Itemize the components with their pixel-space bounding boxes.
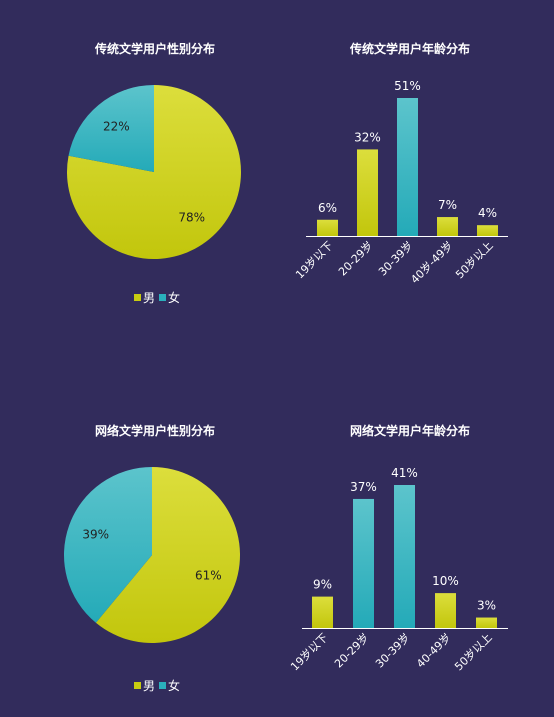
web-age-bars: 9% 19岁以下 37% 20-29岁 41% 30-39岁 10% 40-49岁 3% 50岁以… [287, 466, 508, 673]
web-gender-title: 网络文学用户性别分布 [94, 424, 215, 438]
bar-value-label: 3% [477, 599, 496, 613]
bar [394, 485, 415, 628]
trad-gender-legend: 男女 [40, 289, 270, 306]
bar [477, 225, 498, 236]
legend-male-swatch [133, 294, 141, 301]
bar [476, 617, 497, 628]
pie-slice-label: 78% [178, 211, 205, 225]
pie-slice-female [68, 85, 154, 172]
bar [397, 98, 418, 236]
web-gender-pie: 61% 39% [64, 467, 240, 643]
legend-female-swatch [159, 294, 166, 301]
legend-female-swatch [159, 682, 166, 689]
bar-value-label: 7% [438, 198, 457, 212]
trad-gender-pie: 78% 22% [66, 85, 241, 259]
bar-value-label: 37% [350, 480, 377, 494]
bar-value-label: 4% [478, 206, 497, 220]
legend-male-swatch [133, 682, 141, 689]
category-tick-label: 20-29岁 [335, 238, 375, 278]
pie-slice-male [66, 85, 241, 259]
category-tick-label: 20-29岁 [331, 630, 371, 670]
legend-male-label: 男 [142, 679, 155, 693]
bar [435, 593, 456, 628]
legend-female-label: 女 [168, 291, 181, 305]
bar [353, 498, 374, 628]
pie-slice-label: 22% [103, 119, 130, 133]
bar [312, 596, 333, 628]
bar [357, 149, 378, 236]
bar [317, 219, 338, 236]
pie-slice-male [95, 467, 240, 643]
bar-value-label: 51% [394, 79, 421, 93]
trad-age-title: 传统文学用户年龄分布 [349, 42, 470, 56]
category-tick-label: 50岁以上 [451, 630, 494, 673]
category-tick-label: 30-39岁 [372, 630, 412, 670]
category-tick-label: 50岁以上 [452, 238, 495, 281]
web-age-panel: 网络文学用户年龄分布 9% 19岁以下 37% 20-29岁 41% 30-39岁 10% 4… [287, 412, 530, 707]
web-age-title: 网络文学用户年龄分布 [349, 424, 470, 438]
category-tick-label: 40-49岁 [413, 630, 453, 670]
bar [437, 217, 458, 236]
legend-male-label: 男 [142, 291, 155, 305]
web-gender-panel: 网络文学用户性别分布 61% 39% 男女 [40, 412, 270, 707]
bar-value-label: 6% [318, 201, 337, 215]
legend-female-label: 女 [168, 679, 181, 693]
category-tick-label: 19岁以下 [287, 630, 330, 673]
category-tick-label: 40岁-49岁 [408, 238, 456, 286]
pie-slice-label: 61% [195, 568, 222, 582]
trad-age-bars: 6% 19岁以下 32% 20-29岁 51% 30-39岁 7% 40岁-49岁 4% 50岁以… [292, 79, 508, 286]
bar-value-label: 41% [391, 466, 418, 480]
bar-value-label: 9% [313, 578, 332, 592]
trad-gender-title: 传统文学用户性别分布 [94, 42, 215, 56]
pie-slice-female [64, 467, 152, 623]
pie-slice-label: 39% [82, 528, 109, 542]
bar-value-label: 32% [354, 130, 381, 144]
category-tick-label: 30-39岁 [375, 238, 415, 278]
trad-gender-panel: 传统文学用户性别分布 78% 22% 男女 [40, 30, 270, 320]
bar-value-label: 10% [432, 574, 459, 588]
category-tick-label: 19岁以下 [292, 238, 335, 281]
trad-age-panel: 传统文学用户年龄分布 6% 19岁以下 32% 20-29岁 51% 30-39岁 7% 40… [290, 30, 530, 320]
web-gender-legend: 男女 [40, 677, 270, 694]
